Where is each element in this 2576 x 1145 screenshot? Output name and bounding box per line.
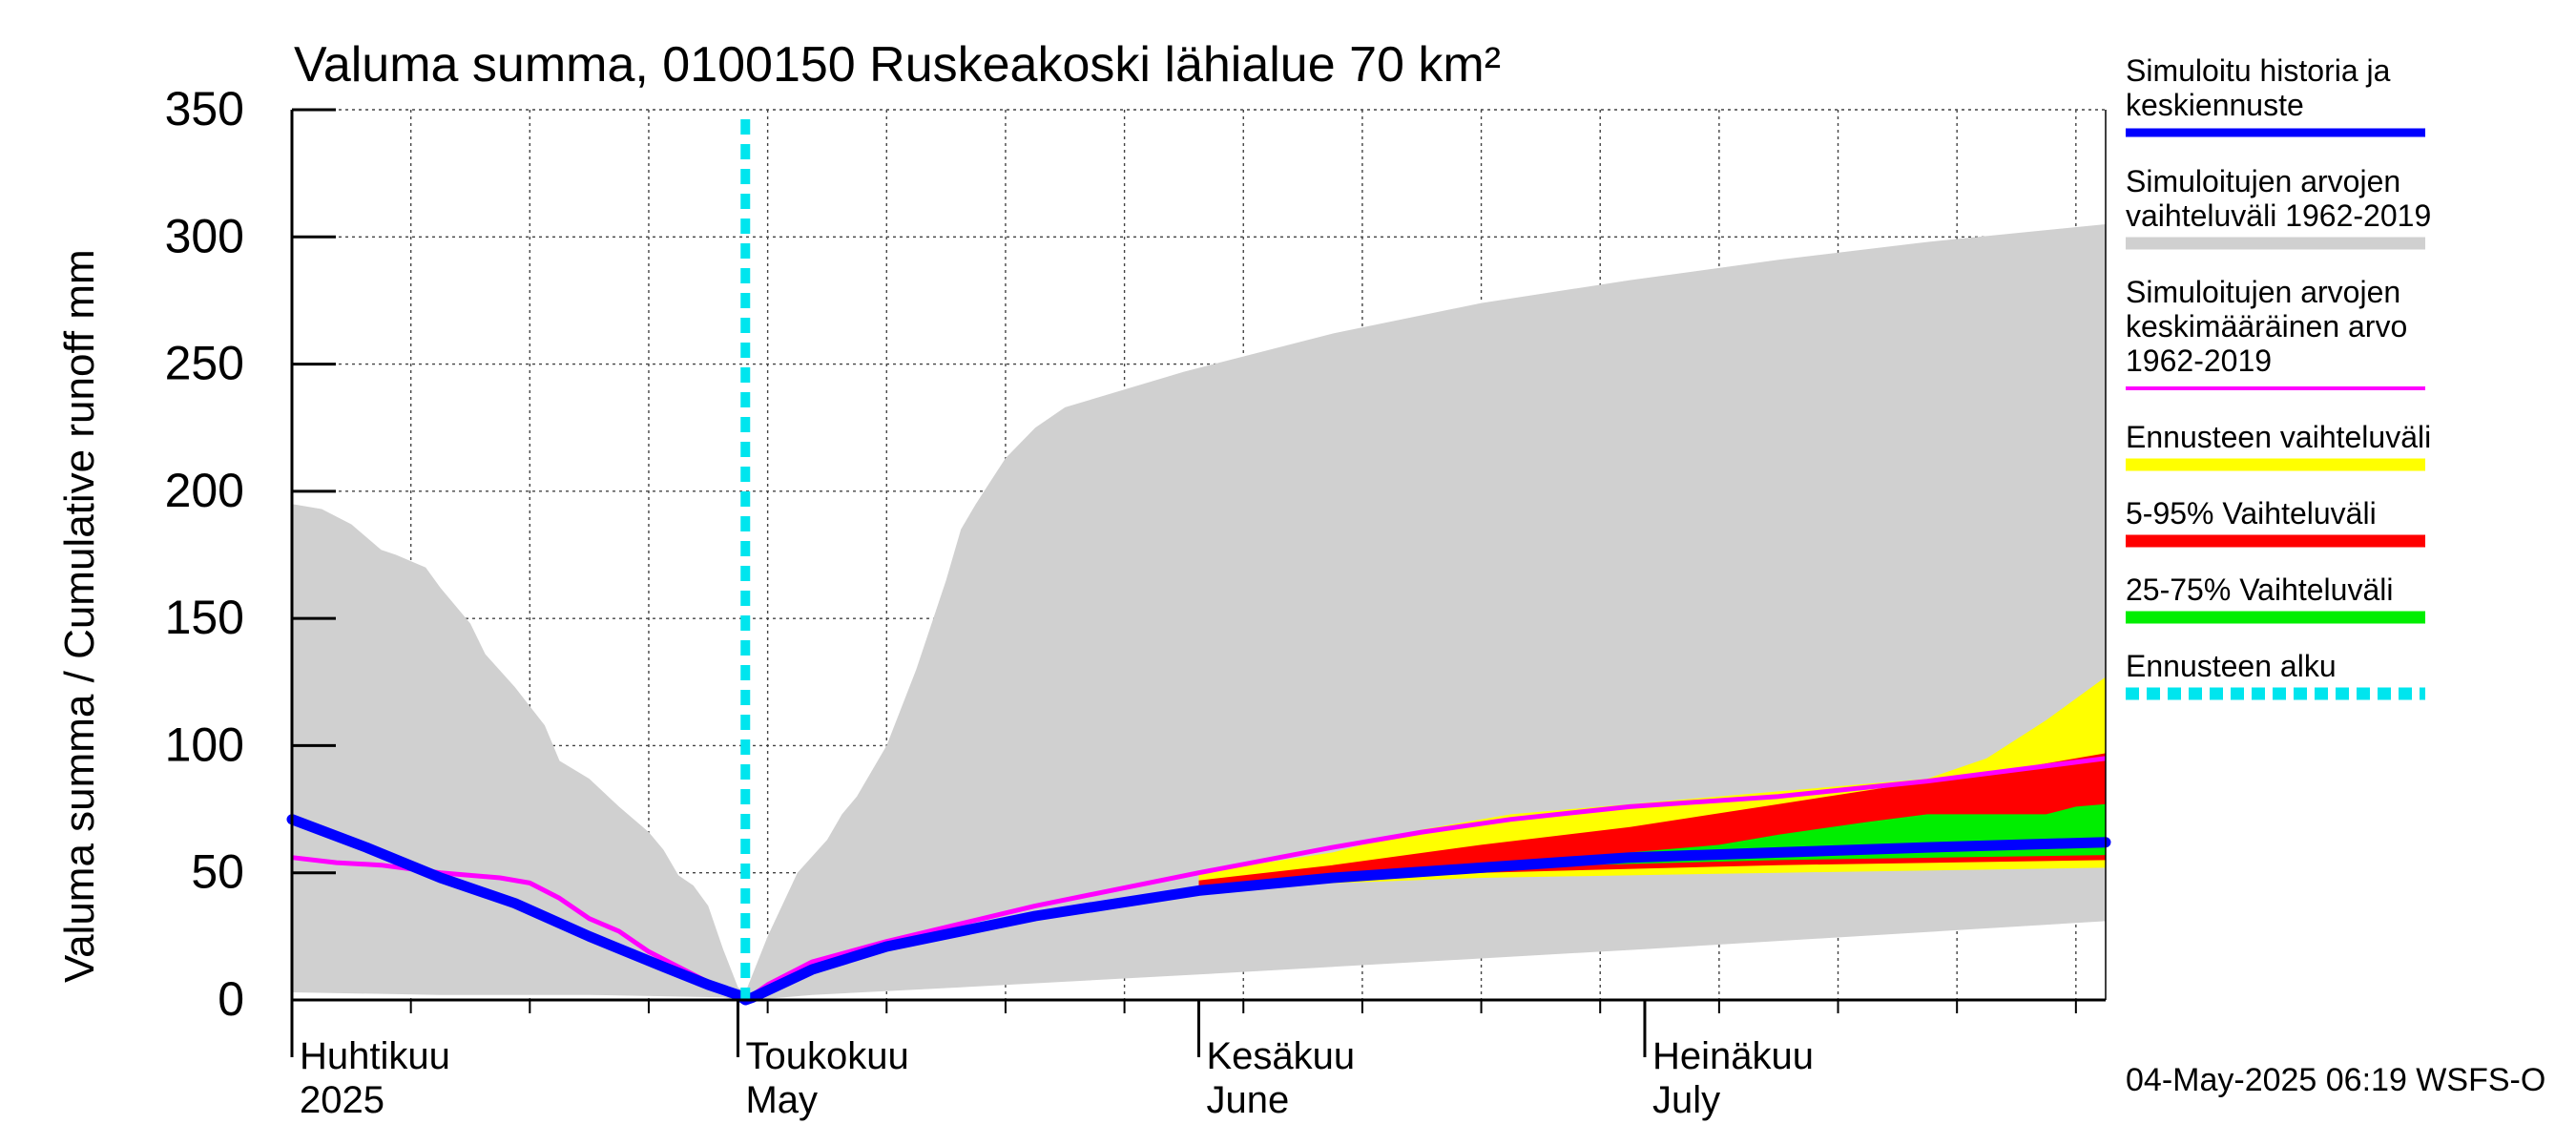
y-tick-label: 50 — [191, 845, 244, 899]
y-tick-label: 250 — [165, 337, 244, 390]
x-month-label-en: July — [1652, 1079, 1720, 1121]
area-series — [292, 224, 2106, 1000]
legend-label: 25-75% Vaihteluväli — [2126, 572, 2393, 607]
chart-title: Valuma summa, 0100150 Ruskeakoski lähial… — [294, 37, 1501, 93]
legend-label: 1962-2019 — [2126, 344, 2272, 378]
plot-area — [286, 109, 2111, 1006]
legend-label: Simuloitu historia ja — [2126, 53, 2391, 88]
y-tick-label: 150 — [165, 591, 244, 644]
legend-label: Ennusteen vaihteluväli — [2126, 420, 2431, 454]
y-tick-label: 200 — [165, 464, 244, 517]
line-series — [286, 119, 2111, 1006]
legend-label: 5-95% Vaihteluväli — [2126, 496, 2377, 531]
y-tick-label: 0 — [218, 972, 244, 1026]
y-axis-label: Valuma summa / Cumulative runoff mm — [56, 249, 103, 983]
x-month-label-en: 2025 — [300, 1079, 384, 1121]
x-month-label-fi: Heinäkuu — [1652, 1035, 1814, 1077]
main-forecast-line — [286, 814, 2111, 1006]
timestamp: 04-May-2025 06:19 WSFS-O — [2126, 1062, 2545, 1098]
x-month-label-fi: Kesäkuu — [1207, 1035, 1356, 1077]
x-month-label-en: May — [745, 1079, 818, 1121]
legend-label: Ennusteen alku — [2126, 649, 2337, 683]
x-month-label-fi: Toukokuu — [745, 1035, 908, 1077]
legend-label: Simuloitujen arvojen — [2126, 275, 2400, 309]
y-tick-label: 300 — [165, 209, 244, 262]
legend-label: vaihteluväli 1962-2019 — [2126, 198, 2431, 233]
legend-label: Simuloitujen arvojen — [2126, 164, 2400, 198]
y-tick-label: 100 — [165, 718, 244, 771]
y-tick-label: 350 — [165, 82, 244, 135]
legend-label: keskimääräinen arvo — [2126, 309, 2407, 344]
x-month-label-fi: Huhtikuu — [300, 1035, 450, 1077]
legend-label: keskiennuste — [2126, 88, 2304, 122]
x-month-label-en: June — [1207, 1079, 1290, 1121]
